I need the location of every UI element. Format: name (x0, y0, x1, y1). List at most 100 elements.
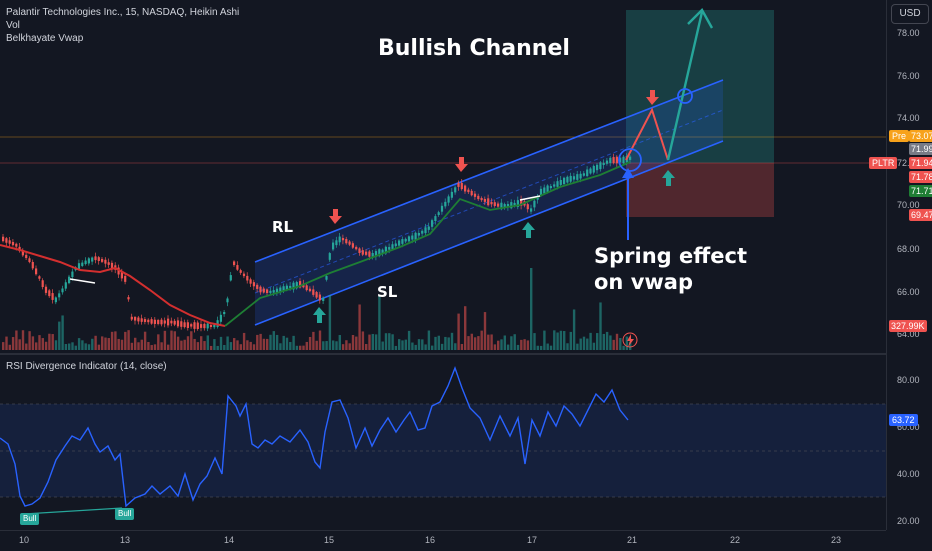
volume-bar (295, 345, 299, 350)
candle (28, 258, 31, 263)
candle (421, 230, 424, 234)
candle (130, 316, 133, 320)
candle (15, 243, 18, 247)
currency-button[interactable]: USD (891, 4, 929, 24)
event-flash-icon[interactable] (622, 332, 638, 348)
volume-bar (28, 331, 31, 350)
candle (493, 202, 496, 206)
candle (460, 182, 463, 190)
candle (275, 288, 279, 293)
volume-bar (160, 342, 163, 350)
price-tag: 71.78 (909, 171, 932, 183)
volume-bar (530, 268, 533, 350)
candle (318, 294, 321, 301)
time-axis[interactable]: 10 13 14 15 16 17 21 22 23 (0, 530, 886, 551)
volume-bar (219, 336, 223, 350)
candle (2, 236, 5, 242)
volume-bar (424, 344, 427, 350)
candle (609, 157, 612, 164)
volume-bar (282, 335, 285, 350)
volume-legend[interactable]: Vol (6, 20, 20, 31)
volume-bar (539, 345, 543, 350)
candle (180, 321, 183, 327)
volume-bar (312, 331, 315, 350)
volume-bar (137, 342, 140, 350)
volume-bar (44, 341, 48, 350)
bull-signal-label: Bull (115, 508, 135, 520)
volume-bar (566, 343, 569, 350)
price-tick: 70.00 (897, 200, 920, 210)
candle (200, 324, 203, 328)
vwap-legend[interactable]: Belkhayate Vwap (6, 33, 84, 44)
candle (104, 259, 107, 264)
volume-bar (510, 336, 513, 350)
price-axis[interactable]: 78.00 76.00 74.00 72.00 70.00 68.00 66.0… (869, 0, 932, 530)
volume-bar (526, 340, 530, 350)
volume-bar (64, 343, 68, 350)
volume-bar (338, 335, 341, 350)
volume-bar (427, 330, 431, 350)
volume-bar (38, 335, 41, 350)
candle (467, 189, 470, 193)
candle (190, 324, 193, 327)
candle (365, 251, 368, 255)
price-tick: 78.00 (897, 28, 920, 38)
volume-bar (173, 331, 176, 350)
candle (223, 311, 226, 315)
volume-bar (213, 339, 216, 350)
candle (236, 265, 239, 270)
volume-bar (51, 334, 54, 350)
volume-bar (209, 345, 213, 350)
volume-bar (467, 336, 470, 350)
time-tick: 23 (830, 535, 842, 545)
time-tick: 16 (424, 535, 436, 545)
candle (91, 257, 94, 262)
candle (8, 240, 11, 244)
candle (602, 162, 605, 165)
sell-arrow-icon (329, 209, 342, 224)
spring-note-line2: on vwap (594, 270, 693, 294)
volume-bar (506, 344, 510, 350)
candle (140, 318, 143, 322)
volume-bar (421, 339, 424, 350)
candle (407, 236, 411, 242)
vwap-white-segment (69, 278, 96, 284)
volume-bar (269, 334, 272, 350)
candle (239, 270, 242, 273)
volume-bar (226, 336, 229, 350)
candle (193, 322, 196, 329)
candle (272, 290, 275, 293)
candle (58, 293, 61, 298)
volume-bar (292, 335, 295, 350)
volume-bar (605, 331, 609, 350)
volume-bar (417, 339, 421, 350)
price-chart-canvas[interactable] (0, 0, 886, 352)
candle (157, 320, 160, 324)
candle (335, 240, 338, 246)
volume-bar (355, 336, 358, 350)
candle (266, 289, 269, 293)
candle (219, 314, 222, 322)
rsi-legend[interactable]: RSI Divergence Indicator (14, close) (6, 361, 167, 372)
volume-bar (262, 338, 266, 350)
volume-bar (91, 338, 94, 350)
volume-bar (368, 334, 371, 350)
symbol-title[interactable]: Palantir Technologies Inc., 15, NASDAQ, … (6, 7, 240, 18)
volume-bar (440, 343, 444, 350)
volume-bar (371, 333, 374, 350)
candle (464, 185, 467, 192)
price-chart-pane[interactable]: Palantir Technologies Inc., 15, NASDAQ, … (0, 0, 886, 352)
candle (411, 235, 414, 240)
volume-bar (404, 339, 407, 350)
candle (322, 297, 325, 301)
volume-bar (134, 337, 137, 350)
rsi-pane[interactable]: RSI Divergence Indicator (14, close) Bul… (0, 356, 886, 530)
volume-bar (81, 340, 84, 350)
price-tick: 72.00 (897, 158, 920, 168)
rsi-canvas[interactable] (0, 356, 886, 530)
spring-circle (618, 148, 642, 172)
pane-separator[interactable] (0, 353, 932, 355)
volume-bar (130, 342, 134, 350)
volume-bar (513, 334, 516, 350)
volume-bar (480, 330, 483, 350)
